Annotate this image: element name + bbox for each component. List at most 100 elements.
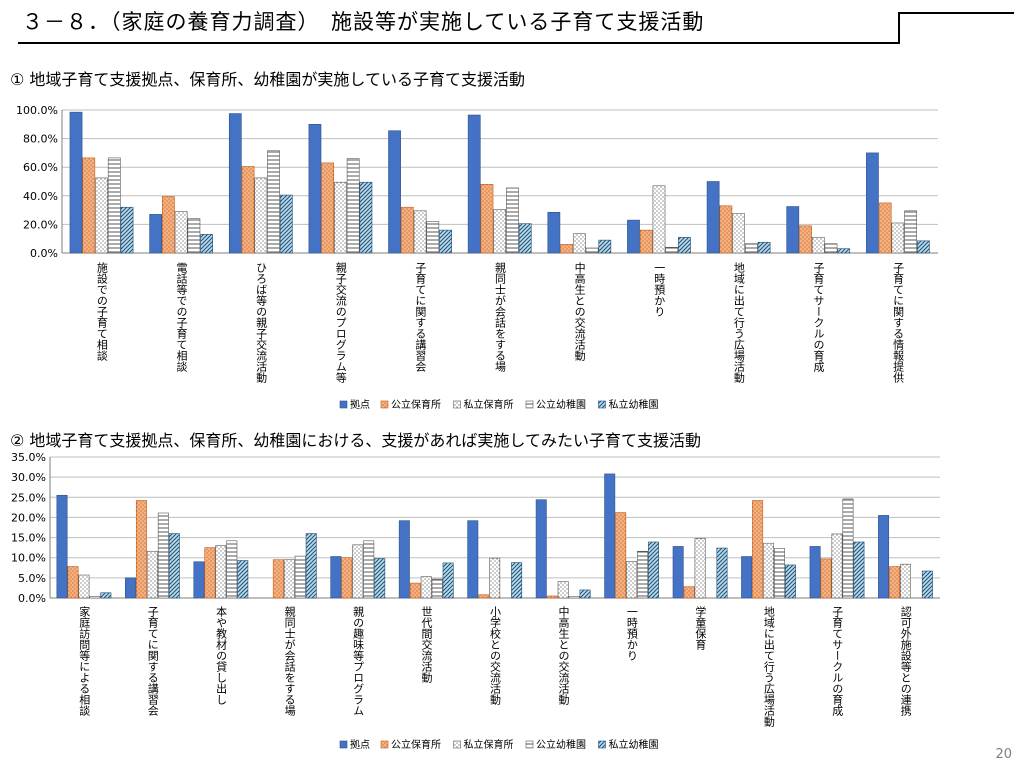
c2-bar	[330, 556, 342, 599]
c1-y-tick-label: 80.0%	[23, 133, 58, 146]
c2-legend-label: 私立保育所	[464, 738, 514, 751]
c1-bar	[598, 239, 612, 254]
c2-bar	[579, 589, 591, 599]
c2-legend-swatch	[339, 740, 348, 749]
c1-bar	[916, 240, 930, 254]
c2-bar	[752, 500, 764, 599]
c2-bar	[204, 547, 216, 599]
c2-bar	[215, 545, 227, 599]
c2-bar	[683, 586, 695, 599]
title-underline	[18, 42, 898, 44]
c1-category-label: 子育てに関する情報提供	[892, 262, 905, 383]
c2-bar	[820, 558, 832, 599]
c2-bar	[774, 548, 785, 599]
c2-y-tick-label: 35.0%	[11, 451, 46, 464]
c1-y-tick-label: 100.0%	[16, 104, 58, 117]
c1-bar	[891, 222, 905, 254]
c2-bar	[853, 541, 865, 599]
c2-category-label: 子育てに関する講習会	[146, 606, 159, 716]
c1-bar	[678, 236, 691, 254]
c1-bar	[719, 205, 733, 254]
c1-legend-swatch	[380, 400, 389, 409]
c2-bar	[294, 555, 306, 599]
c1-legend-label: 私立保育所	[464, 398, 514, 411]
c1-legend-swatch	[453, 400, 461, 409]
c1-bar	[321, 162, 335, 254]
c1-bar	[120, 206, 134, 254]
c1-legend-label: 拠点	[350, 398, 370, 411]
c2-bar	[168, 533, 180, 599]
c1-bar	[426, 221, 440, 254]
c2-y-tick-label: 15.0%	[11, 532, 46, 545]
c2-bar	[878, 515, 890, 599]
c1-legend-swatch	[525, 400, 534, 409]
c2-bar	[135, 500, 147, 599]
c1-bar	[639, 229, 653, 254]
c2-y-tick-label: 30.0%	[11, 471, 46, 484]
c2-bar	[716, 547, 728, 599]
c1-bar	[904, 210, 917, 254]
c2-bar	[899, 563, 911, 599]
c2-legend-label: 拠点	[350, 738, 370, 751]
c2-bar	[237, 560, 249, 599]
c2-bar	[352, 544, 364, 599]
c1-bar	[560, 244, 573, 254]
c1-bar	[467, 114, 481, 254]
c2-bar	[89, 596, 101, 599]
c1-category-label: ひろば等の親子交流活動	[255, 262, 268, 384]
c2-bar	[831, 533, 843, 599]
c2-bar	[374, 558, 386, 599]
c1-bar	[585, 247, 599, 254]
c1-bar	[665, 246, 679, 254]
c1-bar	[547, 211, 561, 254]
c2-bar	[146, 550, 158, 599]
chart2-title: ② 地域子育て支援拠点、保育所、幼稚園における、支援があれば実施してみたい子育て…	[10, 431, 701, 450]
c2-bar	[305, 533, 317, 599]
c2-bar	[604, 473, 616, 599]
c2-bar	[226, 540, 238, 599]
c1-bar	[107, 157, 121, 254]
c2-y-tick-label: 25.0%	[11, 491, 46, 504]
c2-bar	[809, 546, 821, 599]
c1-category-label: 電話等での子育て相談	[175, 262, 188, 373]
c2-bar	[67, 566, 79, 599]
c2-legend-label: 公立保育所	[391, 738, 441, 751]
c1-bar	[388, 130, 401, 254]
c1-bar	[149, 214, 163, 254]
c1-bar	[69, 111, 83, 254]
c1-bar	[744, 243, 758, 254]
c1-bar	[162, 196, 175, 254]
c1-bar	[627, 219, 640, 254]
c2-y-tick-label: 10.0%	[11, 552, 46, 565]
c2-bar	[193, 561, 205, 599]
c1-bar	[493, 209, 507, 254]
c2-legend-swatch	[453, 740, 461, 749]
c2-bar	[694, 538, 706, 599]
c1-bar	[187, 218, 201, 254]
c1-bar	[413, 210, 427, 254]
c2-legend-label: 公立幼稚園	[536, 738, 586, 751]
c2-bar	[889, 566, 900, 599]
c2-bar	[56, 494, 68, 599]
c2-bar	[467, 520, 479, 599]
c1-bar	[174, 211, 188, 254]
c1-bar	[786, 206, 800, 254]
c1-bar	[799, 225, 812, 254]
c2-category-label: 世代間交流活動	[420, 606, 433, 684]
c1-bar	[506, 187, 519, 254]
c1-bar	[706, 181, 720, 254]
c2-bar	[363, 540, 375, 599]
c2-bar	[125, 577, 136, 599]
c2-bar	[741, 556, 753, 599]
c1-bar	[228, 113, 242, 254]
c2-category-label: 学童保育	[694, 605, 707, 651]
c2-bar	[637, 550, 649, 599]
c1-bar	[400, 206, 414, 254]
c1-bar	[241, 166, 255, 254]
c2-bar	[100, 592, 112, 599]
chart1-title: ① 地域子育て支援拠点、保育所、幼稚園が実施している子育て支援活動	[10, 70, 525, 89]
c2-bar	[431, 578, 443, 599]
c2-bar	[568, 596, 580, 599]
c2-bar	[283, 559, 295, 599]
c2-bar	[842, 498, 854, 599]
